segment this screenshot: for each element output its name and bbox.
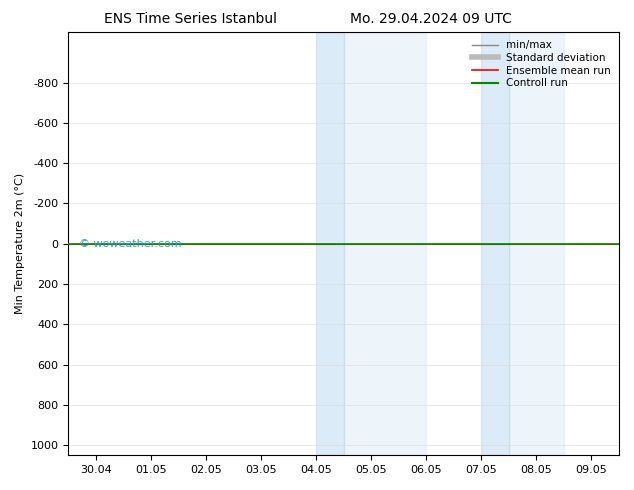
Bar [344, 32, 426, 455]
Text: ENS Time Series Istanbul: ENS Time Series Istanbul [104, 12, 276, 26]
Bar [509, 32, 564, 455]
Bar [316, 32, 344, 455]
Legend: min/max, Standard deviation, Ensemble mean run, Controll run: min/max, Standard deviation, Ensemble me… [469, 37, 614, 92]
Y-axis label: Min Temperature 2m (°C): Min Temperature 2m (°C) [15, 173, 25, 314]
Text: Mo. 29.04.2024 09 UTC: Mo. 29.04.2024 09 UTC [350, 12, 512, 26]
Bar [481, 32, 509, 455]
Text: © woweather.com: © woweather.com [79, 239, 182, 249]
